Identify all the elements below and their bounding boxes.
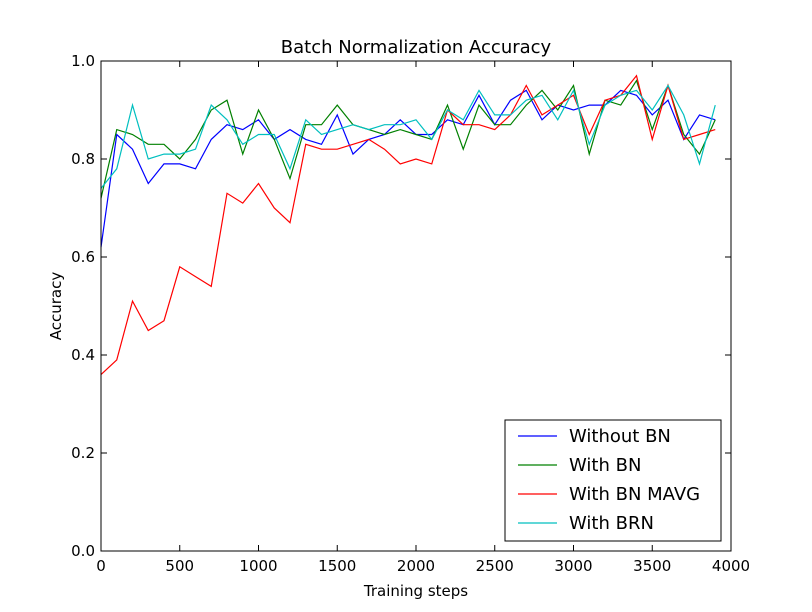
x-axis-title: Training steps: [363, 582, 468, 600]
y-tick-label: 0.0: [71, 542, 95, 560]
x-tick-label: 4000: [712, 557, 750, 575]
y-tick-label: 0.2: [71, 444, 95, 462]
x-tick-label: 0: [96, 557, 106, 575]
legend-label: With BN MAVG: [569, 484, 700, 505]
x-tick-label: 3500: [633, 557, 671, 575]
legend: Without BN With BN With BN MAVG With BRN: [505, 420, 721, 541]
y-tick-label: 0.6: [71, 248, 95, 266]
legend-label: With BRN: [569, 513, 654, 534]
x-tick-label: 1000: [239, 557, 277, 575]
y-tick-label: 0.4: [71, 346, 95, 364]
y-axis-title: Accuracy: [47, 272, 65, 341]
legend-label: Without BN: [569, 426, 671, 447]
y-tick-label: 1.0: [71, 52, 95, 70]
x-tick-label: 3000: [554, 557, 592, 575]
x-tick-label: 500: [165, 557, 194, 575]
chart-title: Batch Normalization Accuracy: [281, 37, 552, 58]
y-tick-label: 0.8: [71, 150, 95, 168]
legend-label: With BN: [569, 455, 641, 476]
x-tick-label: 2500: [476, 557, 514, 575]
x-tick-label: 1500: [318, 557, 356, 575]
x-tick-label: 2000: [397, 557, 435, 575]
